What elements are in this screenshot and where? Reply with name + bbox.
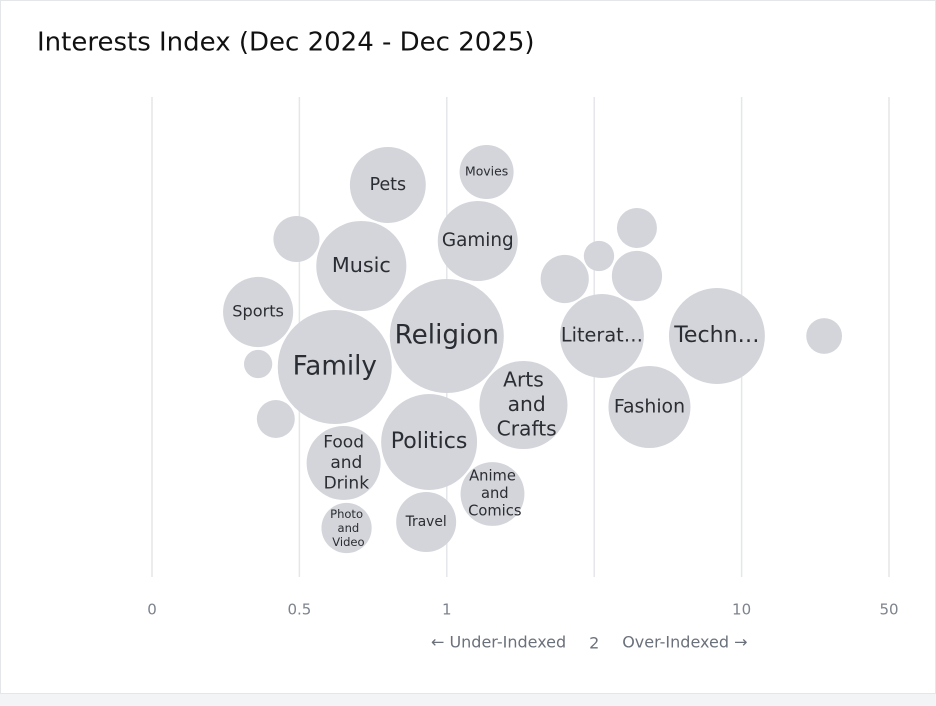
bubble (540, 254, 589, 304)
bubble-label: Techn… (673, 323, 759, 348)
bubble (460, 462, 525, 526)
x-axis-label-right: Over-Indexed → (622, 633, 747, 652)
bubble-label: Arts and Crafts (490, 367, 557, 440)
bubble (277, 309, 392, 425)
bubble-label: Literat… (561, 324, 643, 347)
bubble (559, 294, 644, 378)
bubble (273, 215, 320, 263)
bubble (389, 278, 504, 394)
bubble-label: Anime and Comics (463, 467, 521, 519)
bubble-label: Politics (391, 429, 468, 454)
bubble (616, 208, 657, 248)
bubble (396, 492, 457, 552)
bubble-label: Family (293, 352, 377, 382)
x-tick-label: 50 (879, 601, 898, 619)
bubble (349, 147, 426, 223)
bubble (608, 366, 691, 448)
bubble-label: Travel (405, 514, 447, 530)
x-tick-label: 10 (732, 601, 751, 619)
bubble (243, 349, 273, 379)
bubble-label: Sports (232, 302, 284, 321)
bubble-label: Food and Drink (318, 433, 369, 494)
bubble (459, 144, 514, 200)
bubble (316, 220, 407, 312)
chart-title: Interests Index (Dec 2024 - Dec 2025) (37, 28, 535, 58)
bubble (321, 502, 372, 554)
bubble (583, 240, 615, 272)
x-tick-label: 0 (147, 601, 157, 619)
bubble (611, 250, 663, 302)
bubble (381, 394, 478, 490)
bubble (806, 318, 843, 354)
bubble (668, 288, 765, 384)
bubble-label: Religion (395, 321, 499, 351)
bubble (437, 201, 518, 281)
bubble-label: Fashion (614, 397, 685, 418)
x-tick-label: 2 (589, 634, 599, 653)
bubble (223, 276, 294, 348)
bubble-label: Pets (370, 175, 407, 195)
bubble-label: Photo and Video (329, 507, 365, 549)
bubble (479, 360, 568, 450)
bubble-label: Movies (465, 164, 508, 179)
x-tick-label: 0.5 (287, 601, 311, 619)
bubble (256, 400, 295, 438)
bubble (306, 425, 381, 501)
x-axis-label-left: ← Under-Indexed (431, 633, 566, 652)
bubble-label: Music (332, 253, 391, 277)
x-tick-label: 1 (442, 601, 452, 619)
bubble-label: Gaming (442, 230, 514, 251)
